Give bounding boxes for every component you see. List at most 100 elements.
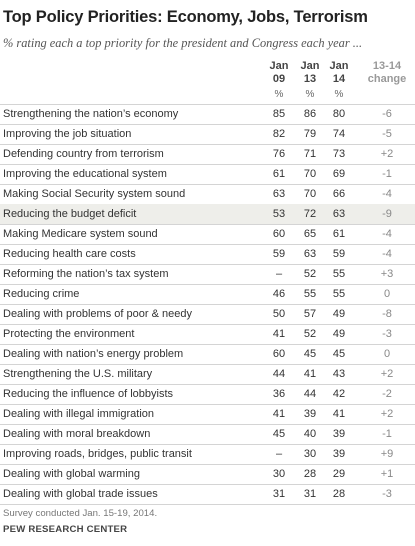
cell-v09: 30	[272, 468, 286, 480]
column-header-line2: 13	[303, 73, 317, 85]
cell-v13: 31	[303, 488, 317, 500]
change-header-line1: 13-14	[372, 60, 402, 72]
table-row: Improving roads, bridges, public transit…	[0, 444, 415, 464]
cell-v14: 55	[332, 268, 346, 280]
cell-change: -5	[382, 128, 392, 140]
column-header-line2: 09	[272, 73, 286, 85]
cell-change: -1	[382, 168, 392, 180]
table-row: Strengthening the U.S. military 44 41 43 +2	[0, 364, 415, 384]
cell-v09: 61	[272, 168, 286, 180]
cell-v14: 49	[332, 328, 346, 340]
table-row: Improving the educational system 61 70 69 -1	[0, 164, 415, 184]
column-header-line1: Jan	[300, 60, 320, 72]
row-label: Reforming the nation’s tax system	[3, 268, 169, 280]
cell-v14: 41	[332, 408, 346, 420]
table-row: Dealing with moral breakdown 45 40 39 -1	[0, 424, 415, 444]
cell-v09: –	[275, 268, 283, 280]
row-label: Dealing with global trade issues	[3, 488, 158, 500]
row-separator	[0, 244, 415, 245]
column-header-change: 13-14 change	[364, 60, 410, 86]
row-separator	[0, 264, 415, 265]
unit-label-jan13: %	[305, 89, 315, 100]
table-row: Reducing health care costs 59 63 59 -4	[0, 244, 415, 264]
row-separator	[0, 504, 415, 505]
cell-v13: 63	[303, 248, 317, 260]
row-separator	[0, 144, 415, 145]
row-label: Reducing health care costs	[3, 248, 136, 260]
row-label: Reducing crime	[3, 288, 80, 300]
column-header-line2: 14	[332, 73, 346, 85]
unit-label-jan09: %	[274, 89, 284, 100]
table-row: Making Medicare system sound 60 65 61 -4	[0, 224, 415, 244]
row-separator	[0, 464, 415, 465]
table-row: Strengthening the nation’s economy 85 86 80…	[0, 104, 415, 124]
cell-v09: 53	[272, 208, 286, 220]
row-separator	[0, 344, 415, 345]
cell-change: 0	[383, 288, 391, 300]
cell-change: +1	[380, 468, 394, 480]
cell-v14: 29	[332, 468, 346, 480]
row-separator	[0, 364, 415, 365]
cell-v13: 28	[303, 468, 317, 480]
cell-v09: 60	[272, 228, 286, 240]
cell-v09: 50	[272, 308, 286, 320]
cell-v09: 82	[272, 128, 286, 140]
cell-v09: 36	[272, 388, 286, 400]
row-label: Dealing with nation’s energy problem	[3, 348, 184, 360]
row-separator	[0, 384, 415, 385]
cell-v14: 39	[332, 428, 346, 440]
cell-change: 0	[383, 348, 391, 360]
cell-v14: 80	[332, 108, 346, 120]
cell-v13: 44	[303, 388, 317, 400]
cell-v14: 69	[332, 168, 346, 180]
table-row: Dealing with global trade issues 31 31 28 -3	[0, 484, 415, 504]
table-row: Reforming the nation’s tax system – 52 55 +3	[0, 264, 415, 284]
cell-change: +2	[380, 408, 394, 420]
cell-change: -4	[382, 248, 392, 260]
cell-v13: 41	[303, 368, 317, 380]
cell-v14: 74	[332, 128, 346, 140]
table-row: Making Social Security system sound 63 70 6…	[0, 184, 415, 204]
cell-v09: 31	[272, 488, 286, 500]
cell-v13: 57	[303, 308, 317, 320]
row-label: Reducing the budget deficit	[3, 208, 137, 220]
row-label: Improving the educational system	[3, 168, 167, 180]
cell-change: -4	[382, 188, 392, 200]
column-header-line1: Jan	[269, 60, 289, 72]
cell-v13: 65	[303, 228, 317, 240]
cell-change: +3	[380, 268, 394, 280]
table-row: Dealing with global warming 30 28 29 +1	[0, 464, 415, 484]
row-label: Reducing the influence of lobbyists	[3, 388, 173, 400]
row-separator	[0, 224, 415, 225]
table-row: Improving the job situation 82 79 74 -5	[0, 124, 415, 144]
cell-change: -9	[382, 208, 392, 220]
cell-v09: 46	[272, 288, 286, 300]
cell-v09: 45	[272, 428, 286, 440]
source-label: PEW RESEARCH CENTER	[3, 524, 128, 535]
row-label: Dealing with illegal immigration	[3, 408, 155, 420]
cell-v09: 59	[272, 248, 286, 260]
row-label: Strengthening the nation’s economy	[3, 108, 179, 120]
row-label: Making Medicare system sound	[3, 228, 158, 240]
cell-v14: 45	[332, 348, 346, 360]
survey-note: Survey conducted Jan. 15-19, 2014.	[3, 508, 158, 519]
table-row: Defending country from terrorism 76 71 73 +2	[0, 144, 415, 164]
cell-v09: 44	[272, 368, 286, 380]
cell-v09: –	[275, 448, 283, 460]
cell-change: -4	[382, 228, 392, 240]
table-row: Protecting the environment 41 52 49 -3	[0, 324, 415, 344]
row-separator	[0, 164, 415, 165]
column-header-jan13: Jan 13	[290, 60, 330, 86]
cell-v09: 60	[272, 348, 286, 360]
cell-v09: 85	[272, 108, 286, 120]
row-separator	[0, 484, 415, 485]
row-separator	[0, 404, 415, 405]
chart-title: Top Policy Priorities: Economy, Jobs, Te…	[3, 8, 368, 26]
row-separator	[0, 104, 415, 105]
cell-v13: 55	[303, 288, 317, 300]
row-separator	[0, 444, 415, 445]
table-row: Reducing the budget deficit 53 72 63 -9	[0, 204, 415, 224]
row-separator	[0, 424, 415, 425]
cell-change: -2	[382, 388, 392, 400]
cell-change: +2	[380, 368, 394, 380]
